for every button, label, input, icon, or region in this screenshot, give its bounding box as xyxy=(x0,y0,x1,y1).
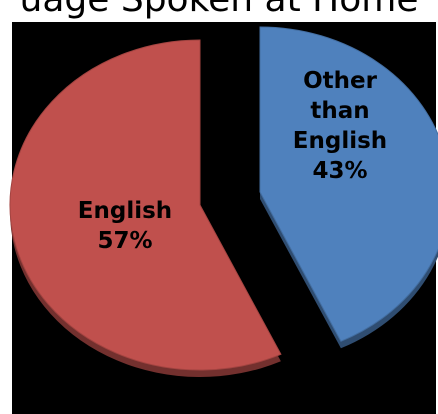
slice-label-0-line-2: English xyxy=(293,128,387,154)
pie-slice-other-than-english xyxy=(259,26,438,342)
slice-label-1-line-1: 57% xyxy=(97,228,152,254)
slice-label-0-line-3: 43% xyxy=(312,158,367,184)
slice-label-0-line-1: than xyxy=(310,98,369,124)
slice-label-1-line-0: English xyxy=(78,198,172,224)
slice-label-0-line-0: Other xyxy=(303,68,378,94)
chart-title: uage Spoken at Home xyxy=(0,0,438,22)
pie-slice-english xyxy=(9,39,282,371)
